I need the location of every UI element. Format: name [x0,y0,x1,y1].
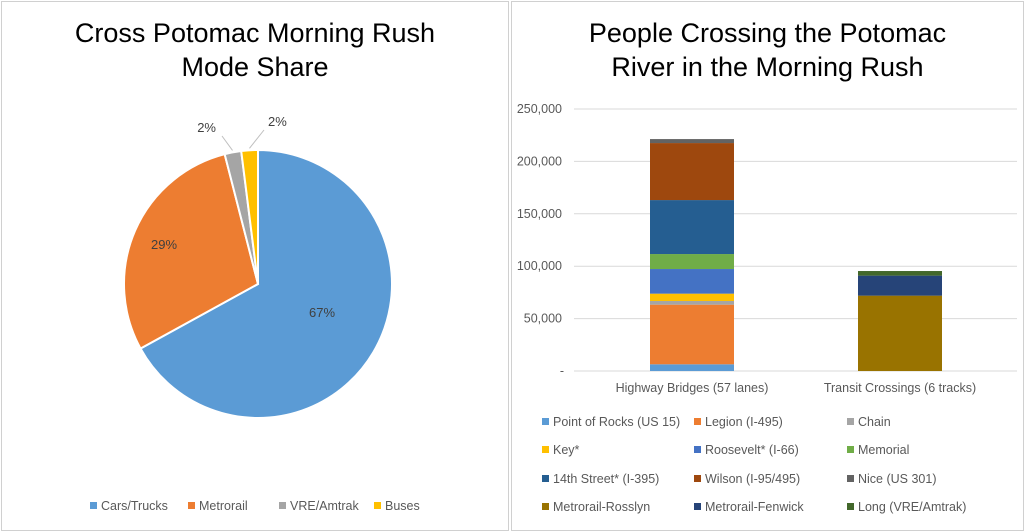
y-tick-label: 100,000 [517,259,562,273]
y-tick-label: 250,000 [517,102,562,116]
legend-swatch [279,502,286,509]
bar-segment [650,139,734,144]
leader-line [221,135,233,151]
pie-data-label: 2% [197,120,216,135]
legend-swatch [542,475,549,482]
legend-label: Cars/Trucks [101,499,168,513]
legend-label: Metrorail [199,499,248,513]
legend-label: Nice (US 301) [858,472,937,486]
x-tick-label: Transit Crossings (6 tracks) [824,381,976,395]
legend-swatch [847,503,854,510]
legend-swatch [694,475,701,482]
x-tick-label: Highway Bridges (57 lanes) [616,381,769,395]
legend-label: Chain [858,415,891,429]
legend-label: Wilson (I-95/495) [705,472,800,486]
legend-label: Legion (I-495) [705,415,783,429]
pie-data-label: 2% [268,114,287,129]
legend-label: VRE/Amtrak [290,499,360,513]
legend-swatch [542,503,549,510]
bar-segment [650,269,734,294]
legend-swatch [542,446,549,453]
legend-swatch [542,418,549,425]
legend-label: Metrorail-Fenwick [705,500,804,514]
legend-label: 14th Street* (I-395) [553,472,659,486]
legend-swatch [694,446,701,453]
bar-segment [858,271,942,276]
bar-chart-title: People Crossing the Potomac River in the… [512,16,1023,84]
pie-title-line-2: Mode Share [181,52,329,82]
bar-segment [650,293,734,301]
bar-title-line-2: River in the Morning Rush [611,52,924,82]
legend-label: Memorial [858,443,909,457]
pie-slice-buses [240,148,259,285]
legend-label: Key* [553,443,580,457]
pie-title-line-1: Cross Potomac Morning Rush [74,18,436,48]
bar-segment [650,304,734,365]
legend-label: Point of Rocks (US 15) [553,415,680,429]
bar-segment [650,200,734,255]
bar-segment [858,295,942,371]
pie-data-label: 29% [151,237,177,252]
pie-slice-metrorail [123,152,260,350]
bar-segment [650,300,734,305]
y-tick-label: 50,000 [524,312,562,326]
y-tick-label: - [560,364,564,378]
legend-swatch [847,475,854,482]
bar-title-line-1: People Crossing the Potomac [588,18,947,48]
leader-line [249,129,265,149]
y-tick-label: 200,000 [517,154,562,168]
legend-label: Buses [385,499,420,513]
bar-segment [650,143,734,201]
bar-segment [650,364,734,371]
stacked-bar-chart: - 50,000 100,000 150,000 200,000 250,000 Highw… [517,102,1017,514]
legend-swatch [847,446,854,453]
legend-swatch [374,502,381,509]
bar-segment [650,254,734,270]
legend-label: Metrorail-Rosslyn [553,500,650,514]
pie-slice-cars-trucks [139,148,393,419]
pie-chart-title: Cross Potomac Morning Rush Mode Share [2,16,508,84]
legend-swatch [188,502,195,509]
pie-data-label: 67% [309,305,335,320]
legend-label: Roosevelt* (I-66) [705,443,799,457]
pie-chart-panel: Cross Potomac Morning Rush Mode Share 67… [1,1,509,531]
legend-swatch [694,503,701,510]
legend-swatch [694,418,701,425]
y-tick-label: 150,000 [517,207,562,221]
legend-swatch [847,418,854,425]
pie-chart: 67% 29% 2% 2% Cars/Trucks Metrorail VRE/Amtrak… [90,114,420,513]
bar-chart-panel: People Crossing the Potomac River in the… [511,1,1024,531]
legend-swatch [90,502,97,509]
bar-segment [858,275,942,296]
legend-label: Long (VRE/Amtrak) [858,500,966,514]
